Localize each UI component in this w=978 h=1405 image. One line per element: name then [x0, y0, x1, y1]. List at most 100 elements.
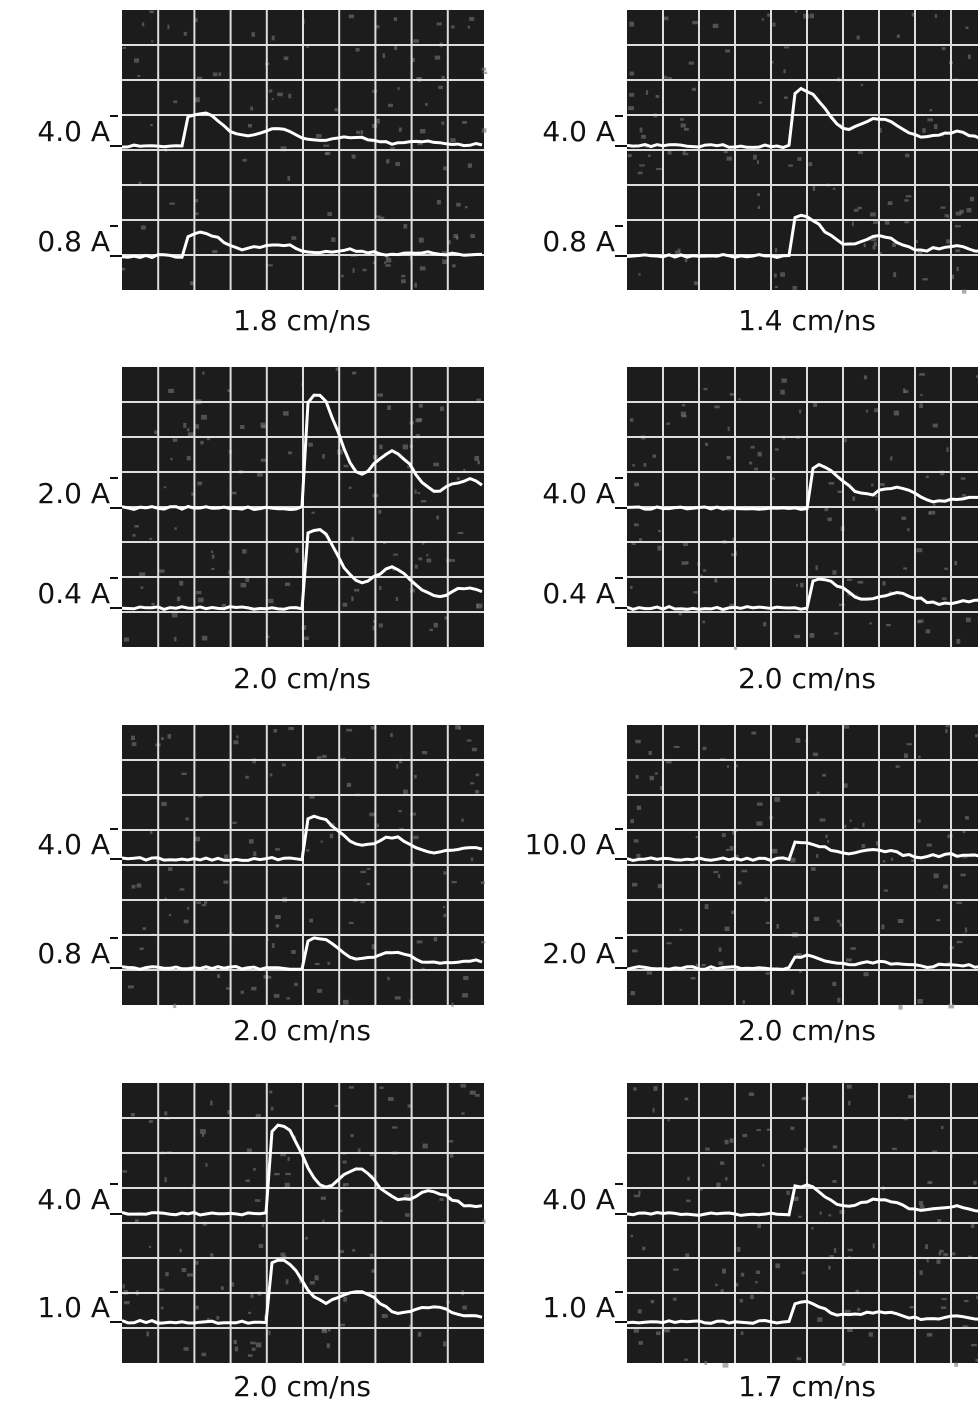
speckle: [955, 225, 961, 227]
speckle: [250, 1342, 256, 1345]
speckle: [309, 796, 314, 799]
speckle: [252, 32, 255, 37]
speckle: [174, 527, 176, 530]
speckle: [798, 1216, 802, 1218]
speckle: [975, 734, 978, 737]
speckle: [971, 1344, 977, 1346]
speckle: [312, 512, 315, 514]
speckle: [943, 885, 948, 889]
speckle: [395, 996, 401, 999]
speckle: [780, 390, 784, 395]
speckle: [140, 586, 143, 589]
speckle: [245, 776, 248, 779]
speckle: [725, 50, 730, 53]
speckle: [173, 100, 177, 103]
speckle: [379, 445, 382, 449]
speckle: [271, 1107, 274, 1111]
speckle: [235, 1347, 238, 1352]
speckle: [638, 1191, 640, 1195]
speckle: [386, 159, 389, 163]
speckle: [268, 264, 273, 266]
speckle: [309, 919, 313, 923]
speckle: [973, 1181, 976, 1185]
speckle: [124, 1301, 130, 1304]
speckle: [955, 249, 960, 252]
speckle: [390, 733, 393, 737]
speckle: [134, 525, 138, 528]
speckle: [727, 157, 732, 161]
speckle: [456, 203, 461, 207]
speckle: [443, 871, 446, 874]
speckle: [169, 203, 175, 205]
speckle: [272, 943, 275, 948]
speckle: [861, 84, 863, 86]
speckle: [195, 199, 198, 202]
speckle: [637, 806, 641, 810]
speckle: [196, 591, 201, 594]
speckle: [940, 206, 945, 208]
scale-label: 4.0 A: [37, 828, 110, 861]
speckle: [168, 389, 174, 393]
speckle: [756, 821, 762, 825]
speckle: [149, 1120, 153, 1123]
speckle: [959, 210, 963, 214]
scale-label: 4.0 A: [542, 477, 615, 510]
speckle: [757, 160, 759, 164]
speckle: [170, 458, 172, 461]
speckle: [685, 1098, 689, 1101]
speckle: [852, 496, 855, 500]
speckle: [654, 1086, 658, 1091]
speckle: [341, 275, 344, 277]
speckle: [253, 1168, 256, 1171]
speckle: [481, 941, 485, 943]
speckle: [844, 783, 848, 787]
speckle: [928, 511, 931, 514]
speckle: [646, 90, 648, 95]
speckle: [725, 1177, 728, 1181]
scale-label: 4.0 A: [542, 115, 615, 148]
speckle: [426, 559, 431, 563]
speckle: [232, 1282, 234, 1286]
speckle: [795, 10, 797, 12]
speckle: [718, 961, 723, 965]
speckle: [811, 867, 816, 871]
speckle: [443, 166, 446, 170]
speckle: [742, 1134, 747, 1137]
speckle: [201, 1353, 206, 1356]
page: 4.0 A0.8 A1.8 cm/ns4.0 A0.8 A1.4 cm/ns2.…: [0, 0, 978, 1405]
speckle: [475, 1094, 480, 1097]
speckle: [387, 405, 391, 410]
speckle: [401, 279, 406, 283]
speckle: [315, 963, 320, 965]
speckle: [802, 1271, 806, 1274]
speckle: [649, 751, 652, 755]
speckle: [834, 1248, 836, 1253]
speckle: [167, 25, 169, 30]
speckle: [632, 883, 637, 887]
speckle: [754, 468, 758, 471]
speckle: [938, 1252, 941, 1256]
speckle: [450, 1153, 453, 1157]
speckle: [419, 238, 424, 243]
speckle: [850, 820, 852, 822]
speckle: [134, 58, 139, 62]
speckle: [962, 494, 966, 497]
speckle: [316, 134, 321, 138]
speckle: [920, 1205, 925, 1209]
speckle: [800, 583, 803, 588]
speckle: [813, 186, 816, 191]
caption: 2.0 cm/ns: [738, 1014, 876, 1047]
speckle: [871, 484, 873, 487]
speckle: [679, 929, 682, 931]
speckle: [741, 1331, 744, 1335]
speckle: [682, 561, 687, 564]
speckle: [285, 582, 290, 586]
speckle: [628, 106, 634, 110]
speckle: [169, 914, 171, 916]
speckle: [248, 1312, 251, 1314]
speckle: [647, 971, 652, 974]
speckle: [926, 629, 931, 633]
speckle: [443, 914, 446, 917]
speckle: [250, 106, 253, 110]
speckle: [919, 403, 923, 408]
